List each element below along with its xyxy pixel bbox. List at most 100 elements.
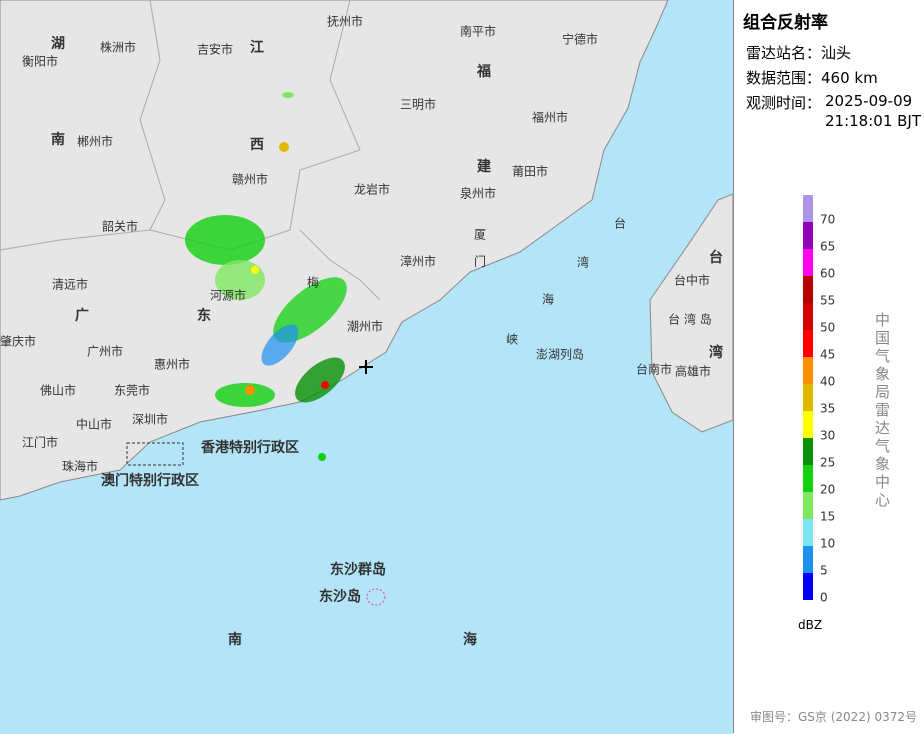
- place-label: 峡: [506, 333, 518, 347]
- place-label: 韶关市: [102, 219, 138, 234]
- place-label: 厦: [474, 228, 486, 242]
- dongsha-reef: [366, 588, 386, 606]
- legend-label: 0: [820, 591, 828, 605]
- place-label: 龙岩市: [354, 182, 390, 197]
- range-label: 数据范围：: [746, 69, 822, 87]
- legend-label: 60: [820, 267, 835, 281]
- legend-swatch: [803, 195, 813, 222]
- legend-label: 25: [820, 456, 835, 470]
- legend-swatch: [803, 357, 813, 384]
- place-label: 广州市: [87, 344, 123, 359]
- place-label: 海: [463, 631, 477, 648]
- legend-swatch: [803, 303, 813, 330]
- legend-swatch: [803, 546, 813, 573]
- legend-swatch: [803, 411, 813, 438]
- legend-label: 20: [820, 483, 835, 497]
- place-label: 漳州市: [400, 254, 436, 269]
- place-label: 台: [709, 249, 723, 266]
- legend-swatch: [803, 384, 813, 411]
- place-label: 湾: [577, 255, 589, 270]
- place-label: 吉安市: [197, 42, 233, 57]
- footer: 审图号：GS京 (2022) 0372号: [750, 710, 917, 724]
- legend-swatch: [803, 519, 813, 546]
- place-label: 澎湖列岛: [536, 347, 584, 362]
- legend-swatch: [803, 330, 813, 357]
- place-label: 泉州市: [460, 186, 496, 201]
- radar-station: [359, 360, 373, 374]
- place-label: 高雄市: [675, 364, 711, 379]
- legend-swatch: [803, 573, 813, 600]
- credit: 中国气象局雷达气象中心: [873, 312, 891, 510]
- station-row: 雷达站名：汕头: [746, 42, 851, 63]
- place-label: 台南市: [636, 362, 672, 377]
- place-label: 东沙群岛: [330, 561, 386, 578]
- place-label: 三明市: [400, 97, 436, 112]
- place-label: 东莞市: [114, 383, 150, 398]
- place-label: 珠海市: [62, 459, 98, 474]
- place-label: 梅: [307, 275, 319, 290]
- time-label: 观测时间：: [746, 94, 822, 112]
- place-label: 清远市: [52, 277, 88, 292]
- place-label: 江门市: [22, 435, 58, 450]
- taiwan: [649, 193, 733, 433]
- place-label: 澳门特别行政区: [101, 472, 199, 489]
- place-label: 江: [250, 39, 264, 56]
- mainland: [0, 0, 669, 501]
- place-label: 中山市: [76, 417, 112, 432]
- time: 21:18:01 BJT: [825, 112, 922, 130]
- place-label: 建: [477, 158, 491, 175]
- place-label: 潮州市: [347, 319, 383, 334]
- legend-label: 55: [820, 294, 835, 308]
- legend-label: 10: [820, 537, 835, 551]
- place-label: 福州市: [532, 110, 568, 125]
- radar-echoes: [185, 92, 347, 461]
- place-label: 台中市: [674, 273, 710, 288]
- date: 2025-09-09: [825, 92, 913, 110]
- legend-label: 45: [820, 348, 835, 362]
- place-label: 福: [476, 63, 491, 80]
- place-label: 东: [197, 307, 211, 324]
- place-label: 湖: [51, 36, 65, 52]
- place-label: 南: [51, 131, 65, 148]
- place-label: 台 湾 岛: [668, 312, 712, 327]
- legend-swatch: [803, 249, 813, 276]
- title: 组合反射率: [743, 13, 828, 33]
- legend-label: 5: [820, 564, 828, 578]
- range-row: 数据范围：460 km: [746, 67, 878, 88]
- place-label: 河源市: [210, 288, 246, 303]
- legend-label: 30: [820, 429, 835, 443]
- place-label: 肇庆市: [0, 334, 36, 349]
- place-label: 深圳市: [132, 412, 168, 427]
- legend-swatch: [803, 222, 813, 249]
- place-label: 莆田市: [512, 164, 548, 179]
- place-label: 宁德市: [562, 32, 598, 47]
- place-label: 郴州市: [77, 134, 113, 149]
- place-label: 广: [75, 307, 89, 324]
- range: 460 km: [821, 69, 878, 87]
- place-label: 抚州市: [327, 14, 363, 29]
- place-label: 台: [614, 216, 626, 231]
- place-label: 南: [228, 631, 242, 648]
- unit: dBZ: [798, 618, 823, 632]
- legend-swatch: [803, 438, 813, 465]
- place-label: 西: [250, 137, 264, 153]
- place-label: 海: [542, 292, 554, 307]
- station: 汕头: [821, 44, 852, 62]
- legend-label: 15: [820, 510, 835, 524]
- legend-label: 65: [820, 240, 835, 254]
- place-label: 佛山市: [40, 383, 76, 398]
- place-label: 惠州市: [154, 357, 190, 372]
- place-label: 赣州市: [232, 172, 268, 187]
- hk-box: [126, 442, 184, 466]
- place-label: 香港特别行政区: [200, 439, 299, 456]
- color-legend: 0 5 10 15 20 25 30 35 40 45 50 55 60 65 70: [803, 195, 835, 605]
- legend-swatch: [803, 492, 813, 519]
- info-panel: 组合反射率 雷达站名：汕头 数据范围：460 km 观测时间： 2025-09-…: [733, 0, 924, 733]
- place-label: 门: [474, 254, 486, 269]
- legend-label: 40: [820, 375, 835, 389]
- place-label: 湾: [709, 344, 723, 361]
- legend-swatch: [803, 465, 813, 492]
